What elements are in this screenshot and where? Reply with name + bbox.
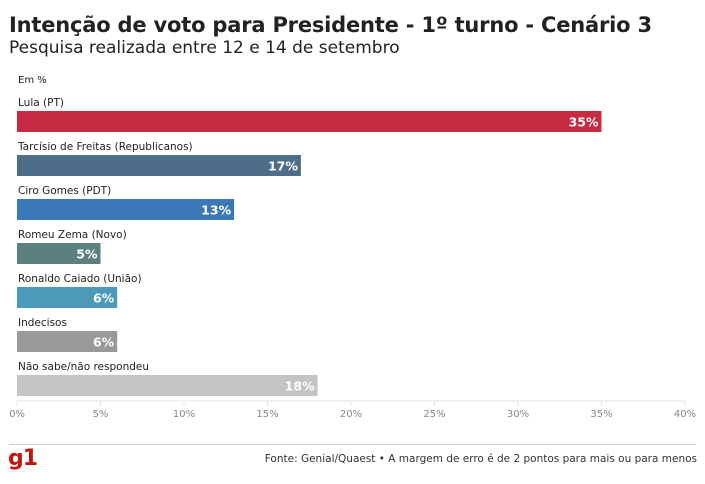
- bar: [17, 199, 235, 220]
- category-label: Tarcísio de Freitas (Republicanos): [17, 141, 193, 153]
- value-label: 18%: [285, 379, 315, 394]
- category-label: Romeu Zema (Novo): [18, 229, 127, 241]
- bar: [17, 155, 301, 176]
- bar-group: Indecisos 6%: [17, 317, 118, 352]
- footer-divider: [9, 444, 696, 445]
- value-label: 6%: [93, 335, 115, 350]
- category-label: Ronaldo Caiado (União): [18, 273, 142, 285]
- source-note: Fonte: Genial/Quaest • A margem de erro …: [264, 453, 697, 465]
- bar-group: Romeu Zema (Novo) 5%: [17, 229, 127, 264]
- bar-group: Lula (PT) 35%: [17, 97, 602, 132]
- x-tick-label: 0%: [9, 409, 25, 420]
- chart-subtitle: Pesquisa realizada entre 12 e 14 de sete…: [9, 38, 400, 58]
- value-label: 13%: [201, 203, 231, 218]
- unit-label: Em %: [18, 75, 47, 86]
- g1-logo: g1: [8, 446, 38, 471]
- bar: [17, 287, 118, 308]
- value-label: 17%: [268, 159, 298, 174]
- bar: [17, 331, 118, 352]
- bar-group: Ronaldo Caiado (União) 6%: [17, 273, 142, 308]
- category-label: Lula (PT): [18, 97, 64, 109]
- category-label: Indecisos: [18, 317, 67, 329]
- bar-chart: Lula (PT) 35% Tarcísio de Freitas (Republi…: [9, 97, 696, 420]
- value-label: 5%: [76, 247, 98, 262]
- x-tick-label: 5%: [93, 409, 109, 420]
- bars-layer: Lula (PT) 35% Tarcísio de Freitas (Republi…: [17, 97, 602, 396]
- value-label: 35%: [569, 115, 599, 130]
- chart-title: Intenção de voto para Presidente - 1º tu…: [9, 13, 652, 37]
- bar: [17, 375, 318, 396]
- x-tick-label: 15%: [256, 409, 278, 420]
- bar: [17, 243, 101, 264]
- bar: [17, 111, 602, 132]
- x-tick-label: 20%: [340, 409, 362, 420]
- bar-group: Ciro Gomes (PDT) 13%: [17, 185, 235, 220]
- x-tick-label: 40%: [674, 409, 696, 420]
- x-axis: 0% 5% 10% 15% 20% 25% 30% 35% 40%: [9, 400, 696, 420]
- category-label: Ciro Gomes (PDT): [18, 185, 111, 197]
- x-tick-label: 30%: [507, 409, 529, 420]
- x-tick-label: 35%: [590, 409, 612, 420]
- x-tick-label: 25%: [423, 409, 445, 420]
- x-tick-label: 10%: [173, 409, 195, 420]
- bar-group: Tarcísio de Freitas (Republicanos) 17%: [17, 141, 301, 176]
- value-label: 6%: [93, 291, 115, 306]
- bar-group: Não sabe/não respondeu 18%: [17, 361, 318, 396]
- category-label: Não sabe/não respondeu: [18, 361, 149, 373]
